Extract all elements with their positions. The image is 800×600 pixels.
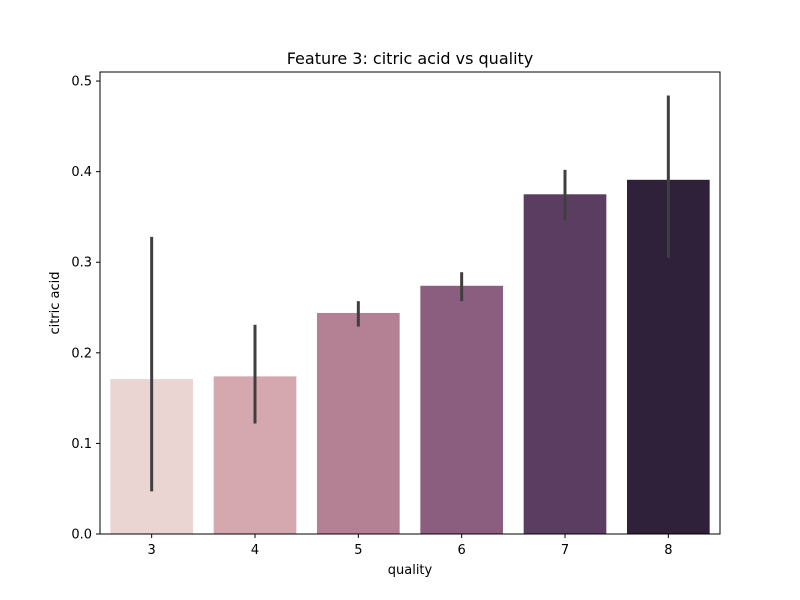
x-tick-label: 8	[664, 543, 672, 558]
bar	[523, 194, 607, 534]
x-tick-label: 3	[148, 543, 156, 558]
y-tick-label: 0.3	[71, 256, 92, 271]
y-tick-label: 0.0	[71, 528, 92, 543]
x-tick-label: 6	[458, 543, 466, 558]
x-axis-label: quality	[388, 563, 433, 578]
y-tick-label: 0.1	[71, 437, 92, 452]
y-axis-label: citric acid	[48, 271, 63, 334]
x-tick-label: 5	[354, 543, 362, 558]
y-tick-label: 0.5	[71, 75, 92, 90]
x-tick-label: 4	[251, 543, 259, 558]
bar	[317, 312, 400, 534]
chart-title: Feature 3: citric acid vs quality	[287, 49, 534, 68]
bar	[420, 285, 503, 534]
y-tick-label: 0.2	[71, 346, 92, 361]
plot-frame	[99, 71, 721, 535]
x-tick-label: 7	[561, 543, 569, 558]
plot-area	[110, 95, 710, 535]
y-tick-label: 0.4	[71, 165, 92, 180]
